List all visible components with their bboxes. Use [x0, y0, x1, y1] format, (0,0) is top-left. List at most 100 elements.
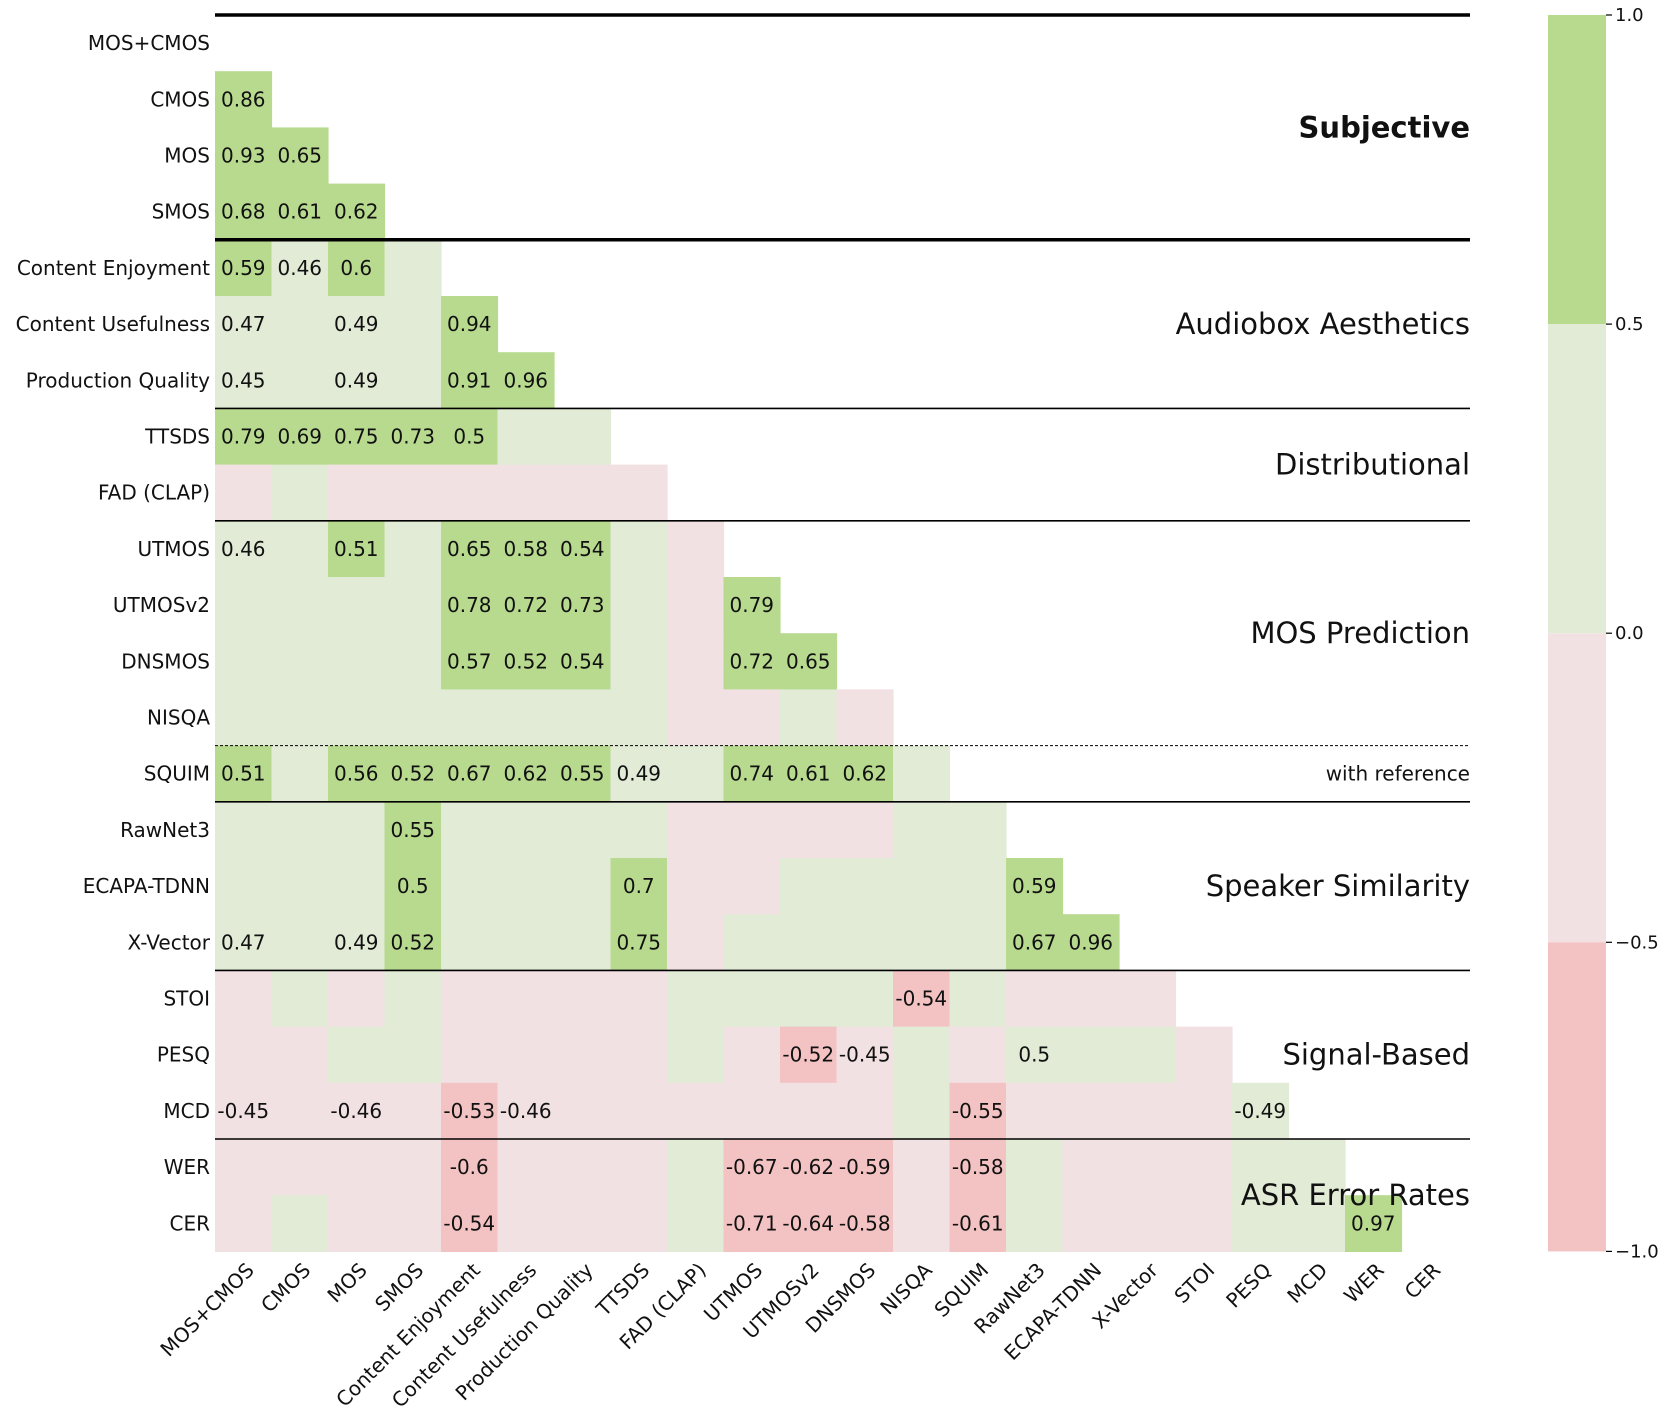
heat-cell-13-5 — [497, 745, 555, 803]
col-label-19: MCD — [1282, 1258, 1332, 1308]
heat-cell-20-14 — [1006, 1139, 1064, 1196]
cell-value-1-0: 0.86 — [221, 87, 266, 111]
heat-cell-18-13 — [949, 1026, 1007, 1084]
row-label-6: Production Quality — [26, 368, 210, 392]
heat-cell-21-2 — [328, 1195, 386, 1252]
heat-cell-5-4 — [441, 296, 499, 353]
cell-value-3-1: 0.61 — [277, 200, 322, 224]
heat-cell-15-13 — [949, 858, 1007, 915]
heat-cell-16-7 — [610, 914, 668, 971]
heat-cell-16-0 — [215, 914, 273, 971]
heat-cell-15-10 — [780, 858, 838, 915]
heatmap-cells: 0.86 0.93 0.65 0.68 0.61 0.62 0.59 0.46 0.6 0.47 0… — [215, 71, 1403, 1252]
cell-value-15-3: 0.5 — [397, 874, 429, 898]
heat-cell-19-16 — [1119, 1082, 1177, 1140]
heat-cell-11-10 — [780, 633, 838, 690]
heat-cell-18-0 — [215, 1026, 273, 1084]
colorbar-band-3 — [1548, 942, 1606, 1252]
cell-value-14-3: 0.55 — [390, 818, 435, 842]
heat-cell-20-8 — [667, 1139, 725, 1196]
cell-value-13-5: 0.62 — [503, 762, 548, 786]
heat-cell-13-8 — [667, 745, 725, 803]
cell-value-10-5: 0.72 — [503, 593, 548, 617]
cell-value-3-2: 0.62 — [334, 200, 379, 224]
heat-cell-12-4 — [441, 689, 499, 747]
heat-cell-17-0 — [215, 970, 273, 1028]
cell-value-13-11: 0.62 — [842, 762, 887, 786]
heat-cell-15-2 — [328, 858, 386, 915]
heat-cell-19-3 — [384, 1082, 442, 1140]
heat-cell-10-4 — [441, 577, 499, 634]
heat-cell-18-17 — [1175, 1026, 1233, 1084]
heat-cell-18-16 — [1119, 1026, 1177, 1084]
cell-value-3-0: 0.68 — [221, 200, 266, 224]
row-label-10: UTMOSv2 — [113, 593, 210, 617]
heat-cell-16-4 — [441, 914, 499, 971]
heat-cell-17-1 — [271, 970, 329, 1028]
group-label-2: Distributional — [1275, 448, 1470, 482]
heat-cell-9-4 — [441, 520, 499, 578]
subgroup-label-3: with reference — [1326, 762, 1470, 786]
heat-cell-18-2 — [328, 1026, 386, 1084]
heat-cell-12-6 — [554, 689, 612, 747]
cell-value-20-13: -0.58 — [952, 1155, 1004, 1179]
heat-cell-17-6 — [554, 970, 612, 1028]
cell-value-16-0: 0.47 — [221, 930, 266, 954]
heat-cell-18-1 — [271, 1026, 329, 1084]
heat-cell-3-0 — [215, 183, 273, 241]
heat-cell-19-9 — [723, 1082, 781, 1140]
heat-cell-7-4 — [441, 408, 499, 466]
col-label-20: WER — [1339, 1258, 1389, 1308]
heat-cell-15-11 — [836, 858, 894, 915]
heat-cell-11-5 — [497, 633, 555, 690]
row-label-1: CMOS — [150, 87, 210, 111]
heat-cell-18-10 — [780, 1026, 838, 1084]
heat-cell-4-0 — [215, 239, 273, 297]
heat-cell-18-14 — [1006, 1026, 1064, 1084]
heat-cell-13-10 — [780, 745, 838, 803]
heat-cell-20-5 — [497, 1139, 555, 1196]
heat-cell-20-12 — [893, 1139, 951, 1196]
cell-value-15-14: 0.59 — [1012, 874, 1057, 898]
heat-cell-8-3 — [384, 464, 442, 522]
heat-cell-18-4 — [441, 1026, 499, 1084]
cell-value-9-0: 0.46 — [221, 537, 266, 561]
heat-cell-11-9 — [723, 633, 781, 690]
cell-value-5-0: 0.47 — [221, 312, 266, 336]
heat-cell-17-12 — [893, 970, 951, 1028]
heat-cell-12-0 — [215, 689, 273, 747]
heat-cell-17-7 — [610, 970, 668, 1028]
cell-value-5-2: 0.49 — [334, 312, 379, 336]
heat-cell-15-12 — [893, 858, 951, 915]
heat-cell-20-4 — [441, 1139, 499, 1196]
heat-cell-5-3 — [384, 296, 442, 353]
heat-cell-14-13 — [949, 801, 1007, 859]
col-label-0: MOS+CMOS — [155, 1258, 258, 1361]
heat-cell-21-7 — [610, 1195, 668, 1252]
cell-value-13-0: 0.51 — [221, 762, 266, 786]
row-label-20: WER — [164, 1155, 210, 1179]
heat-cell-6-2 — [328, 352, 386, 409]
heat-cell-20-19 — [1288, 1139, 1346, 1196]
cell-value-16-14: 0.67 — [1012, 930, 1057, 954]
heat-cell-12-2 — [328, 689, 386, 747]
cell-value-10-4: 0.78 — [447, 593, 492, 617]
cell-value-13-10: 0.61 — [786, 762, 831, 786]
heat-cell-8-5 — [497, 464, 555, 522]
heat-cell-7-3 — [384, 408, 442, 466]
heat-cell-6-1 — [271, 352, 329, 409]
heat-cell-14-0 — [215, 801, 273, 859]
heat-cell-12-3 — [384, 689, 442, 747]
heat-cell-4-3 — [384, 239, 442, 297]
cell-value-13-7: 0.49 — [616, 762, 661, 786]
cell-value-13-9: 0.74 — [729, 762, 774, 786]
heat-cell-7-2 — [328, 408, 386, 466]
heat-cell-13-4 — [441, 745, 499, 803]
cell-value-17-12: -0.54 — [895, 987, 947, 1011]
cell-value-13-2: 0.56 — [334, 762, 379, 786]
heat-cell-11-6 — [554, 633, 612, 690]
heat-cell-18-12 — [893, 1026, 951, 1084]
heat-cell-5-1 — [271, 296, 329, 353]
heat-cell-11-2 — [328, 633, 386, 690]
